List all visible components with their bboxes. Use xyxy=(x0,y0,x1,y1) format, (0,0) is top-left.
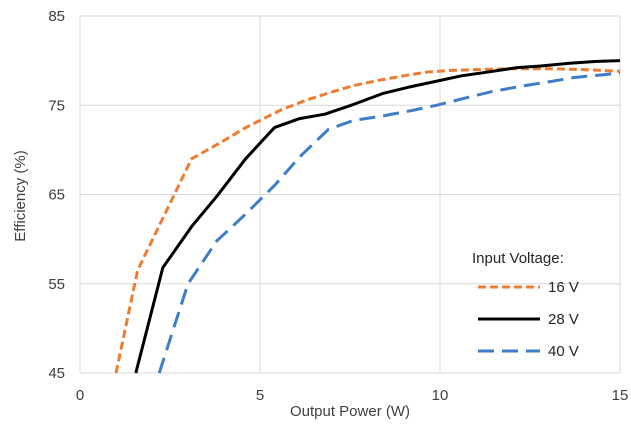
legend-items: 16 V 28 V 40 V xyxy=(478,279,579,360)
series-line-40v xyxy=(157,71,621,374)
tick-labels: 45 55 65 75 85 0 5 10 15 xyxy=(48,8,628,404)
x-axis-title: Output Power (W) xyxy=(290,403,410,420)
legend-label-1: 28 V xyxy=(548,311,579,328)
y-tick-label-3: 75 xyxy=(48,97,65,114)
legend-item-1: 28 V xyxy=(478,311,579,328)
y-axis-title: Efficiency (%) xyxy=(12,150,29,241)
series-line-28v xyxy=(134,59,621,374)
x-tick-label-2: 10 xyxy=(432,387,449,404)
y-tick-label-0: 45 xyxy=(48,365,65,382)
legend-title: Input Voltage: xyxy=(472,250,564,267)
legend: Input Voltage: 16 V 28 V 40 V xyxy=(472,250,579,360)
x-tick-label-0: 0 xyxy=(76,387,84,404)
series-lines xyxy=(114,59,621,374)
series-line-16v xyxy=(114,67,621,374)
x-tick-label-3: 15 xyxy=(612,387,629,404)
legend-label-2: 40 V xyxy=(548,343,579,360)
y-tick-label-1: 55 xyxy=(48,276,65,293)
y-tick-label-2: 65 xyxy=(48,187,65,204)
x-tick-label-1: 5 xyxy=(256,387,264,404)
legend-item-2: 40 V xyxy=(478,343,579,360)
y-tick-label-4: 85 xyxy=(48,8,65,25)
grid-lines xyxy=(79,15,621,374)
legend-item-0: 16 V xyxy=(478,279,579,296)
legend-label-0: 16 V xyxy=(548,279,579,296)
